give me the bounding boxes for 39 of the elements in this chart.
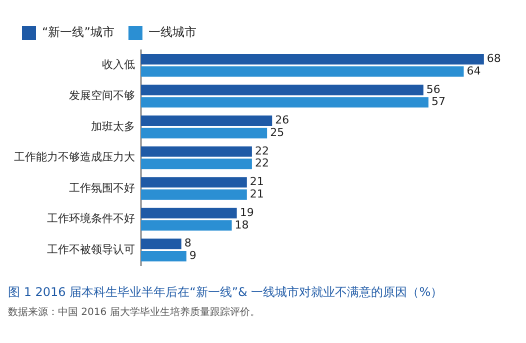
y-tick-label: 发展空间不够 [69,89,135,102]
bar [141,220,232,231]
y-tick-label: 工作能力不够造成压力大 [14,150,135,164]
data-label: 19 [240,206,254,219]
data-label: 21 [250,175,264,188]
data-label: 18 [234,218,249,232]
y-tick-label: 工作氛围不好 [69,181,135,194]
bar [141,128,268,138]
y-tick-label: 工作环境条件不好 [47,212,135,226]
source-note: 数据来源：中国 2016 届大学毕业生培养质量跟踪评价。 [8,306,261,319]
bar [141,177,247,188]
y-tick-label: 加班太多 [91,120,135,133]
bar [141,189,247,200]
data-label: 57 [431,95,446,108]
legend-label: “新一线”城市 [42,25,114,40]
data-label: 26 [275,114,290,127]
data-label: 22 [254,144,269,158]
bar [141,97,428,108]
data-label: 21 [250,187,264,200]
data-label: 8 [184,236,192,250]
data-label: 56 [426,82,440,96]
bar [141,250,186,262]
y-tick-label: 工作不被领导认可 [47,242,135,256]
data-label: 68 [486,52,501,66]
bar [141,54,484,64]
bar [141,208,237,218]
bar [141,158,252,170]
bar [141,84,424,96]
data-label: 9 [189,249,196,262]
legend-label: 一线城市 [148,25,196,40]
data-label: 64 [466,64,481,78]
bar [141,238,182,250]
data-label: 22 [254,156,269,170]
text: 图 1 2016 届本科生毕业半年后在“新一线”& 一线城市对就业不满意的原因（%） [8,284,444,301]
bar [141,116,272,126]
data-label: 25 [270,126,284,139]
y-tick-label: 收入低 [102,58,135,72]
bar [141,146,252,157]
bar [141,66,464,77]
